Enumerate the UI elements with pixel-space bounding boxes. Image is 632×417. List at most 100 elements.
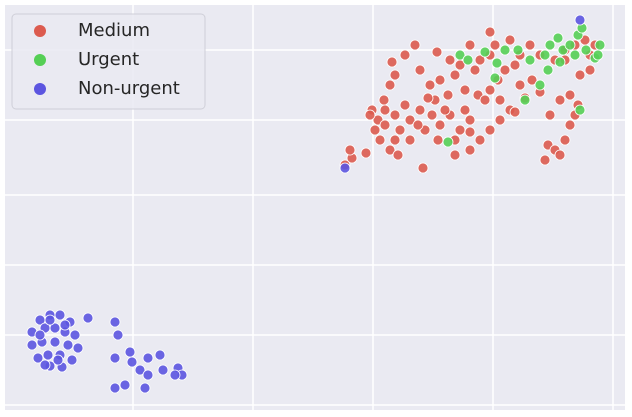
point xyxy=(384,79,396,91)
point xyxy=(409,39,421,51)
point xyxy=(454,124,466,136)
point xyxy=(494,114,506,126)
point xyxy=(544,109,556,121)
point xyxy=(434,74,446,86)
point xyxy=(59,319,71,331)
point xyxy=(544,39,556,51)
point xyxy=(474,134,486,146)
point xyxy=(389,134,401,146)
point xyxy=(464,114,476,126)
point xyxy=(389,69,401,81)
point xyxy=(392,149,404,161)
point xyxy=(534,79,546,91)
point xyxy=(26,339,38,351)
point xyxy=(360,147,372,159)
point xyxy=(384,144,396,156)
point xyxy=(417,162,429,174)
point xyxy=(459,104,471,116)
point xyxy=(514,79,526,91)
points xyxy=(26,14,606,394)
point xyxy=(464,144,476,156)
point xyxy=(542,64,554,76)
point xyxy=(412,119,424,131)
point xyxy=(379,104,391,116)
point xyxy=(564,39,576,51)
point xyxy=(49,322,61,334)
point xyxy=(592,49,604,61)
point xyxy=(519,94,531,106)
point xyxy=(459,84,471,96)
legend-marker xyxy=(34,83,46,95)
point xyxy=(72,342,84,354)
point xyxy=(584,64,596,76)
legend-label: Non-urgent xyxy=(78,78,180,99)
point xyxy=(344,144,356,156)
point xyxy=(394,124,406,136)
point xyxy=(386,56,398,68)
point xyxy=(552,32,564,44)
point xyxy=(484,84,496,96)
point xyxy=(39,359,51,371)
point xyxy=(491,57,503,69)
point xyxy=(449,69,461,81)
point xyxy=(42,349,54,361)
point xyxy=(109,316,121,328)
point xyxy=(469,64,481,76)
point xyxy=(112,329,124,341)
point xyxy=(539,154,551,166)
point xyxy=(139,382,151,394)
point xyxy=(524,39,536,51)
point xyxy=(379,119,391,131)
point xyxy=(574,14,586,26)
point xyxy=(422,92,434,104)
point xyxy=(554,149,566,161)
point xyxy=(464,39,476,51)
point xyxy=(509,106,521,118)
point xyxy=(554,56,566,68)
point xyxy=(431,46,443,58)
point xyxy=(494,94,506,106)
point xyxy=(66,354,78,366)
point xyxy=(484,124,496,136)
point xyxy=(154,349,166,361)
legend-label: Medium xyxy=(78,20,150,41)
point xyxy=(554,94,566,106)
point xyxy=(142,369,154,381)
point xyxy=(142,352,154,364)
point xyxy=(54,309,66,321)
legend-marker xyxy=(34,25,46,37)
point xyxy=(414,64,426,76)
point xyxy=(442,89,454,101)
legend: Medium Urgent Non-urgent xyxy=(11,13,206,110)
point xyxy=(378,94,390,106)
point xyxy=(474,54,486,66)
point xyxy=(369,124,381,136)
point xyxy=(574,104,586,116)
point xyxy=(499,44,511,56)
point xyxy=(454,49,466,61)
point xyxy=(499,64,511,76)
point xyxy=(512,44,524,56)
point xyxy=(169,369,181,381)
point xyxy=(580,44,592,56)
point xyxy=(109,382,121,394)
point xyxy=(462,54,474,66)
point xyxy=(399,49,411,61)
point xyxy=(52,354,64,366)
point xyxy=(109,352,121,364)
point xyxy=(62,339,74,351)
point xyxy=(504,34,516,46)
point xyxy=(479,94,491,106)
point xyxy=(426,109,438,121)
point xyxy=(449,149,461,161)
point xyxy=(432,134,444,146)
point xyxy=(49,336,61,348)
point xyxy=(69,329,81,341)
point xyxy=(484,26,496,38)
point xyxy=(32,352,44,364)
legend-label: Urgent xyxy=(78,49,139,70)
point xyxy=(34,329,46,341)
point xyxy=(124,346,136,358)
point xyxy=(82,312,94,324)
